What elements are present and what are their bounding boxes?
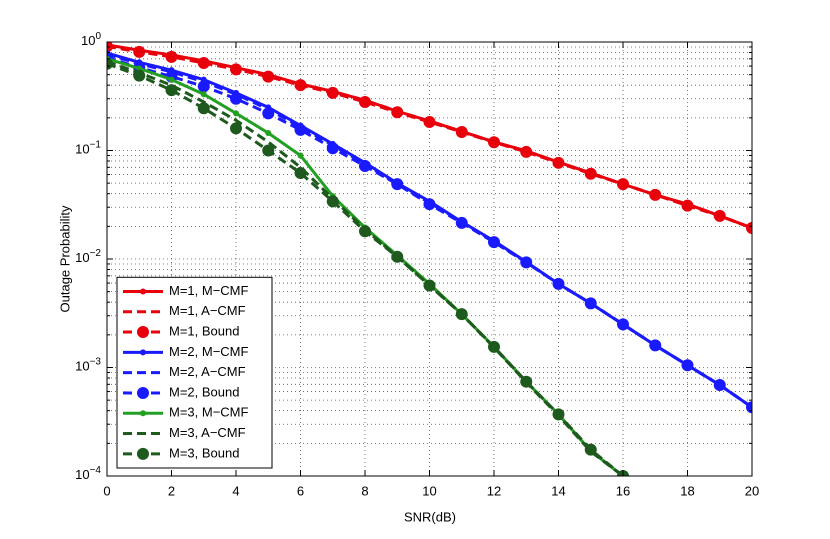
point [649,188,662,201]
legend-label: M=2, M−CMF [169,344,249,359]
point [391,178,404,191]
x-tick-label: 20 [745,483,759,498]
x-tick-label: 4 [232,483,239,498]
point [359,95,371,108]
point [137,447,149,460]
legend-label: M=1, M−CMF [169,283,249,298]
point [584,167,597,180]
point [326,86,339,99]
point [165,50,178,63]
point [455,126,468,139]
point [488,136,500,149]
point [140,410,146,417]
point [326,142,339,155]
point [262,107,275,120]
point [165,84,178,97]
point [137,326,149,339]
legend-label: M=3, A−CMF [169,425,246,440]
point [133,45,146,58]
point [423,198,436,211]
x-tick-label: 8 [361,483,368,498]
point [233,110,239,117]
legend-label: M=1, A−CMF [169,303,246,318]
point [294,79,307,92]
grid [107,42,752,476]
point [230,122,242,135]
point [455,216,468,229]
point [746,222,752,235]
point [584,443,597,456]
point [294,167,307,180]
y-tick-label: 10−2 [75,248,101,266]
y-tick-label: 10−4 [75,465,101,483]
x-tick-label: 16 [616,483,630,498]
point [140,288,146,295]
point [197,102,210,115]
point [262,144,275,157]
point [230,92,242,105]
series-layer [107,42,752,476]
point [140,349,146,356]
point [359,159,371,172]
point [746,401,752,414]
point [230,63,242,76]
point [297,152,304,159]
point [455,308,468,321]
ticks: 0 2 4 6 8 10 12 14 16 18 20 10−4 10−3 10−2 10−1 100 [75,31,759,499]
y-axis-label: Outage Probability [57,205,72,312]
point [681,199,694,212]
point [197,80,210,93]
legend-label: M=2, A−CMF [169,364,246,379]
legend-label: M=3, M−CMF [169,405,249,420]
y-tick-label: 10−1 [75,139,101,157]
point [200,91,207,98]
point [520,256,533,269]
point [262,70,275,83]
point [391,106,404,119]
x-tick-label: 2 [168,483,175,498]
point [713,378,726,391]
point [133,69,146,82]
point [294,123,307,136]
point [168,76,175,83]
point [488,236,500,249]
point [423,116,436,129]
point [584,297,597,310]
y-tick-label: 10−3 [75,356,101,374]
point [391,250,404,263]
legend-label: M=2, Bound [169,384,239,399]
x-tick-label: 18 [680,483,694,498]
point [423,279,436,292]
x-tick-label: 0 [103,483,110,498]
point [681,359,694,372]
point [552,277,565,290]
point [359,225,371,238]
point [520,145,533,158]
point [137,386,149,399]
y-tick-label: 100 [81,31,101,49]
point [552,408,565,421]
point [197,57,210,70]
point [488,340,500,353]
point [326,195,339,208]
x-tick-label: 10 [422,483,436,498]
x-axis-label: SNR(dB) [404,509,456,524]
point [552,156,565,169]
x-tick-label: 6 [297,483,304,498]
point [649,339,662,352]
x-tick-label: 14 [551,483,565,498]
point [617,318,629,331]
point [265,129,272,136]
point [520,375,533,388]
point [617,178,629,191]
legend-label: M=3, Bound [169,445,239,460]
legend: M=1, M−CMF M=1, A−CMF M=1, Bound M=2, M−CMF… [116,276,273,469]
point [713,209,726,222]
legend-label: M=1, Bound [169,323,239,338]
x-tick-label: 12 [487,483,501,498]
